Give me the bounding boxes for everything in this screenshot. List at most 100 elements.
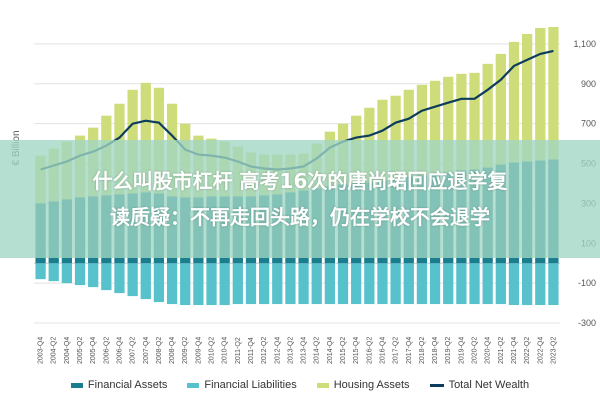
- x-tick-label: 2015-Q4: [353, 337, 360, 364]
- x-tick-label: 2011-Q2: [235, 337, 242, 364]
- x-tick-label: 2003-Q4: [38, 337, 45, 364]
- financial-liabilities-bar: [114, 263, 125, 294]
- x-tick-label: 2007-Q4: [143, 337, 150, 364]
- financial-liabilities-bar: [74, 263, 86, 286]
- financial-liabilities-bar: [127, 263, 138, 297]
- financial-liabilities-bar: [219, 263, 230, 306]
- financial-liabilities-bar: [232, 263, 243, 305]
- x-tick-label: 2009-Q4: [195, 337, 202, 364]
- x-tick-label: 2006-Q4: [116, 337, 123, 364]
- financial-liabilities-bar: [101, 263, 112, 291]
- x-tick-label: 2014-Q4: [327, 337, 334, 364]
- x-tick-label: 2020-Q2: [472, 337, 479, 364]
- x-tick-label: 2004-Q4: [64, 337, 71, 364]
- x-tick-label: 2010-Q4: [222, 337, 229, 364]
- x-axis-ticks: 2003-Q4 2004-Q2 2004-Q4 2005-Q2 2005-Q4 2006-…: [38, 337, 558, 364]
- x-tick-label: 2017-Q2: [393, 337, 400, 364]
- x-tick-label: 2018-Q2: [419, 337, 426, 364]
- financial-liabilities-bar: [88, 263, 99, 288]
- x-tick-label: 2019-Q4: [458, 337, 465, 364]
- financial-liabilities-bar: [429, 263, 441, 305]
- housing-assets-bar: [443, 76, 454, 173]
- financial-liabilities-bar: [351, 263, 362, 305]
- x-tick-label: 2006-Q2: [103, 337, 110, 364]
- y-tick-label: 1,100: [573, 39, 596, 49]
- financial-liabilities-bar: [48, 263, 59, 282]
- financial-liabilities-bar: [272, 263, 283, 305]
- financial-liabilities-bar: [495, 263, 506, 305]
- financial-liabilities-bar: [285, 263, 296, 305]
- x-tick-label: 2014-Q2: [314, 337, 321, 364]
- financial-liabilities-bar: [140, 263, 151, 300]
- x-tick-label: 2023-Q2: [550, 337, 557, 364]
- x-tick-label: 2013-Q2: [287, 337, 294, 364]
- y-tick-label: -100: [578, 278, 596, 288]
- x-tick-label: 2011-Q4: [248, 337, 255, 364]
- housing-assets-bar: [140, 82, 151, 193]
- financial-liabilities-bar: [548, 263, 559, 306]
- financial-liabilities-bar: [337, 263, 349, 305]
- financial-liabilities-bar: [364, 263, 375, 305]
- housing-assets-bar: [416, 84, 428, 176]
- financial-liabilities-bar: [443, 263, 454, 305]
- x-tick-label: 2015-Q2: [340, 337, 347, 364]
- legend-label-housing-assets: Housing Assets: [333, 379, 410, 391]
- x-tick-label: 2017-Q4: [406, 337, 413, 364]
- legend-item-total-net-wealth: Total Net Wealth: [429, 379, 530, 391]
- housing-assets-bar: [535, 27, 546, 161]
- financial-liabilities-bar: [35, 263, 46, 280]
- financial-liabilities-bar: [311, 263, 322, 305]
- legend-label-financial-liabilities: Financial Liabilities: [204, 379, 297, 391]
- x-tick-label: 2005-Q4: [90, 337, 97, 364]
- housing-assets-bar: [456, 73, 467, 171]
- legend-label-total-net-wealth: Total Net Wealth: [448, 379, 530, 391]
- housing-assets-bar: [508, 41, 520, 163]
- y-tick-label: 700: [581, 119, 596, 129]
- x-tick-label: 2010-Q2: [209, 337, 216, 364]
- x-tick-label: 2018-Q4: [432, 337, 439, 364]
- financial-liabilities-bar: [416, 263, 428, 305]
- x-tick-label: 2012-Q2: [261, 337, 268, 364]
- x-tick-label: 2021-Q4: [511, 337, 518, 364]
- housing-assets-bar: [521, 33, 533, 162]
- x-tick-label: 2019-Q2: [445, 337, 452, 364]
- headline-banner: 什么叫股市杠杆 高考16次的唐尚珺回应退学复 读质疑：不再走回头路，仍在学校不会…: [0, 140, 600, 258]
- legend-item-housing-assets: Housing Assets: [316, 379, 410, 391]
- x-tick-label: 2020-Q4: [485, 337, 492, 364]
- x-tick-label: 2008-Q4: [169, 337, 176, 364]
- legend-item-financial-liabilities: Financial Liabilities: [187, 379, 297, 391]
- legend-label-financial-assets: Financial Assets: [87, 379, 168, 391]
- financial-liabilities-bar: [180, 263, 191, 306]
- headline-line-1: 什么叫股市杠杆 高考16次的唐尚珺回应退学复: [92, 169, 508, 193]
- financial-liabilities-bar: [324, 263, 336, 305]
- financial-liabilities-bar: [258, 263, 270, 305]
- financial-liabilities-bar: [469, 263, 480, 305]
- housing-assets-bar: [548, 26, 559, 160]
- legend-swatch-financial-assets: [70, 382, 83, 388]
- financial-liabilities-bars: [35, 263, 559, 306]
- housing-assets-bar: [469, 72, 480, 170]
- x-tick-label: 2022-Q2: [524, 337, 531, 364]
- financial-liabilities-bar: [521, 263, 533, 306]
- legend: Financial Assets Financial Liabilities H…: [0, 376, 600, 394]
- legend-swatch-financial-liabilities: [187, 382, 200, 388]
- x-tick-label: 2009-Q2: [182, 337, 189, 364]
- x-tick-label: 2016-Q2: [366, 337, 373, 364]
- financial-liabilities-bar: [377, 263, 388, 305]
- financial-liabilities-bar: [206, 263, 217, 306]
- financial-liabilities-bar: [456, 263, 467, 305]
- x-tick-label: 2005-Q2: [77, 337, 84, 364]
- legend-swatch-housing-assets: [316, 382, 329, 388]
- legend-item-financial-assets: Financial Assets: [70, 379, 168, 391]
- financial-liabilities-bar: [61, 263, 73, 284]
- x-tick-label: 2004-Q2: [51, 337, 58, 364]
- housing-assets-bar: [429, 80, 441, 175]
- financial-liabilities-bar: [390, 263, 401, 305]
- housing-assets-bar: [403, 89, 414, 177]
- y-tick-label: -300: [578, 318, 596, 328]
- x-tick-label: 2021-Q2: [498, 337, 505, 364]
- y-tick-label: 900: [581, 79, 596, 89]
- financial-liabilities-bar: [482, 263, 493, 305]
- financial-liabilities-bar: [403, 263, 414, 305]
- x-tick-label: 2022-Q4: [537, 337, 544, 364]
